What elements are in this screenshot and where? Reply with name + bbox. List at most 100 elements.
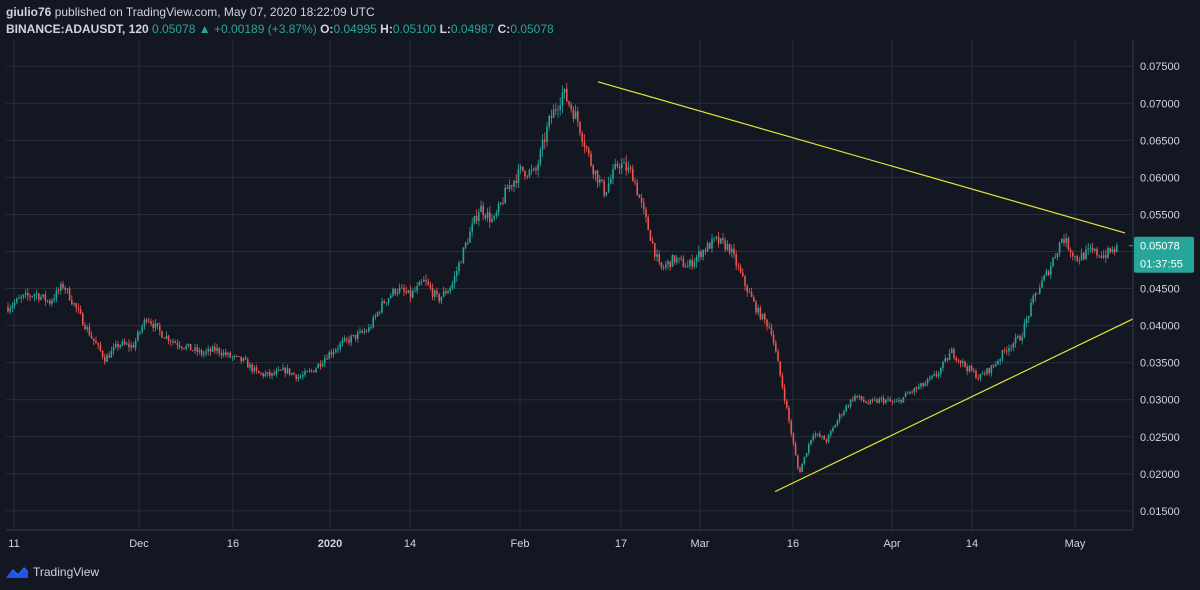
candle-body xyxy=(49,300,51,304)
candle-body xyxy=(262,373,264,377)
candle-body xyxy=(163,337,165,339)
candle-body xyxy=(808,444,810,454)
candle-body xyxy=(271,372,273,376)
candle-body xyxy=(348,339,350,343)
candle-body xyxy=(766,319,768,327)
candle-body xyxy=(1083,252,1085,260)
candle-body xyxy=(1094,248,1096,251)
candle-body xyxy=(77,307,80,310)
candle-body xyxy=(486,212,489,218)
candle-body xyxy=(812,435,814,440)
candle-body xyxy=(904,393,907,397)
candle-body xyxy=(1014,337,1017,344)
candle-body xyxy=(183,348,185,349)
candle-body xyxy=(295,374,297,380)
candle-body xyxy=(581,133,583,142)
candle-body xyxy=(31,296,33,298)
candle-body xyxy=(607,183,610,193)
candle-body xyxy=(194,347,196,351)
candle-body xyxy=(216,347,218,351)
candle-body xyxy=(913,387,916,392)
symbol-label[interactable]: BINANCE:ADAUSDT, 120 xyxy=(6,22,149,36)
candle-body xyxy=(491,218,493,222)
candle-body xyxy=(610,178,612,184)
candle-body xyxy=(315,368,317,373)
x-tick-label: Dec xyxy=(129,538,149,550)
candle-body xyxy=(489,212,491,222)
grid-lines xyxy=(6,40,1133,530)
candle-body xyxy=(946,358,949,361)
candle-body xyxy=(519,166,522,169)
candle-body xyxy=(1072,252,1074,257)
candle-body xyxy=(568,101,570,105)
candle-body xyxy=(84,325,86,330)
candle-body xyxy=(370,327,372,329)
candle-body xyxy=(1010,347,1012,349)
candle-body xyxy=(819,433,821,437)
candle-body xyxy=(1003,350,1006,352)
candle-body xyxy=(541,139,544,150)
candle-body xyxy=(247,359,249,368)
candle-body xyxy=(170,341,172,342)
candle-body xyxy=(368,327,370,332)
candle-body xyxy=(255,367,258,371)
candle-body xyxy=(999,359,1001,362)
candle-body xyxy=(431,288,434,297)
candle-body xyxy=(134,340,137,348)
candle-body xyxy=(537,163,539,171)
candle-body xyxy=(722,238,724,241)
candle-body xyxy=(414,290,416,292)
candle-body xyxy=(992,365,995,367)
candle-body xyxy=(330,352,333,355)
candle-body xyxy=(253,367,256,372)
candle-body xyxy=(1028,316,1030,319)
candle-body xyxy=(937,373,940,376)
y-tick-label: 0.06000 xyxy=(1140,172,1180,184)
candle-body xyxy=(951,349,953,354)
y-tick-label: 0.01500 xyxy=(1140,506,1180,518)
candle-body xyxy=(997,361,999,365)
candle-body xyxy=(66,288,69,290)
candle-body xyxy=(304,371,306,375)
candle-body xyxy=(1032,296,1034,303)
candle-body xyxy=(273,372,275,375)
candle-body xyxy=(885,400,887,403)
candle-body xyxy=(467,242,469,244)
candle-body xyxy=(396,291,399,294)
candle-body xyxy=(310,370,313,372)
candle-body xyxy=(1030,302,1032,317)
publisher-name[interactable]: giulio76 xyxy=(6,5,52,19)
candle-body xyxy=(524,170,526,177)
tradingview-logo[interactable]: TradingView xyxy=(6,565,99,579)
candle-body xyxy=(401,287,403,289)
candle-body xyxy=(1087,248,1089,250)
candle-body xyxy=(959,360,962,364)
candle-body xyxy=(339,343,341,349)
candle-body xyxy=(242,358,245,362)
candle-body xyxy=(1023,323,1026,337)
candle-body xyxy=(515,180,517,184)
candle-body xyxy=(504,187,506,204)
candle-body xyxy=(781,375,784,388)
candle-body xyxy=(746,285,748,293)
candle-body xyxy=(211,346,214,352)
candle-body xyxy=(744,275,746,286)
candle-body xyxy=(530,169,533,171)
candle-body xyxy=(788,407,790,421)
candle-body xyxy=(207,348,209,352)
candle-body xyxy=(651,240,654,244)
candle-body xyxy=(79,309,82,314)
candle-body xyxy=(233,355,236,357)
candle-body xyxy=(570,104,572,110)
candle-body xyxy=(1078,260,1081,262)
candle-body xyxy=(662,267,665,269)
candle-body xyxy=(150,321,152,324)
candle-body xyxy=(244,358,247,360)
close-value: 0.05078 xyxy=(510,22,554,36)
candle-body xyxy=(258,370,260,374)
candle-body xyxy=(409,290,412,298)
bar-countdown: 01:37:55 xyxy=(1140,259,1183,271)
candle-body xyxy=(797,455,799,468)
candle-body xyxy=(869,399,872,404)
